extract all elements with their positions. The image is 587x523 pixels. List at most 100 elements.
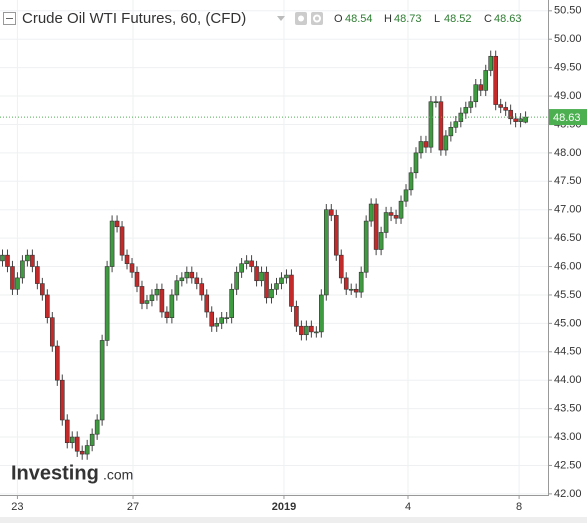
candle-body	[174, 280, 180, 296]
candle-body	[69, 436, 75, 444]
candle-body	[209, 311, 215, 327]
y-tick-label: 45.50	[554, 289, 582, 301]
candle-body	[214, 323, 220, 327]
y-tick-label: 49.00	[554, 90, 582, 102]
candle-body	[79, 450, 85, 455]
candle-body	[363, 220, 369, 273]
ohlc-value: 48.54	[345, 13, 373, 25]
ohlc-value: 48.63	[494, 13, 522, 25]
x-tick-label: 23	[11, 501, 23, 513]
candle-body	[274, 283, 279, 290]
candle-body	[234, 271, 239, 290]
ohlc-key: H	[384, 13, 392, 25]
candle-body	[438, 101, 444, 151]
y-tick-label: 42.50	[554, 459, 582, 471]
candle-body	[84, 445, 90, 455]
candle-body	[483, 70, 489, 91]
candle-body	[45, 294, 50, 318]
candle-body	[343, 277, 349, 290]
candle-body	[403, 189, 409, 202]
y-tick-label: 43.00	[554, 431, 582, 443]
candle-body	[428, 101, 434, 148]
ohlc-value: 48.52	[444, 13, 472, 25]
candle-body	[523, 116, 528, 123]
candle-body	[139, 286, 145, 304]
candle-body	[89, 433, 95, 446]
ohlc-key: L	[434, 13, 440, 25]
x-tick-label: 4	[405, 501, 411, 513]
y-tick-label: 43.50	[554, 403, 582, 415]
candle-body	[324, 209, 329, 296]
candle-body	[508, 109, 513, 120]
candle-body	[328, 209, 334, 216]
candle-body	[348, 288, 354, 291]
candle-body	[179, 277, 185, 282]
candle-body	[493, 55, 498, 105]
y-tick-label: 46.50	[554, 232, 582, 244]
candle-body	[503, 107, 508, 111]
candle-body	[99, 340, 105, 421]
candle-body	[368, 203, 374, 222]
candle-body	[259, 271, 264, 282]
candle-body	[413, 152, 419, 174]
watermark: Investing .com	[11, 462, 133, 484]
candle-body	[294, 306, 299, 327]
candle-body	[59, 379, 65, 421]
candle-body	[443, 135, 449, 151]
candle-body	[264, 271, 269, 299]
candle-body	[30, 254, 35, 267]
y-tick-label: 42.00	[554, 488, 582, 500]
candle-body	[453, 121, 459, 128]
candles	[0, 50, 528, 460]
chart-title: Crude Oil WTI Futures, 60, (CFD)	[22, 10, 246, 27]
candle-body	[20, 260, 25, 279]
settings-button[interactable]	[311, 12, 323, 25]
candle-body	[393, 215, 399, 219]
candle-body	[398, 200, 404, 219]
candle-body	[74, 436, 80, 452]
candle-body	[358, 271, 364, 293]
candle-body	[25, 254, 30, 262]
candle-body	[373, 203, 379, 250]
candle-body	[204, 294, 210, 313]
y-tick-label: 50.50	[554, 5, 582, 17]
candle-body	[498, 104, 503, 108]
candle-body	[249, 260, 254, 267]
header: Crude Oil WTI Futures, 60, (CFD) O 48.54 H…	[3, 10, 522, 27]
candle-body	[269, 288, 274, 299]
candle-body	[119, 226, 125, 256]
ohlc-key: C	[484, 13, 492, 25]
candle-body	[254, 266, 259, 282]
x-tick-label: 8	[516, 501, 522, 513]
candle-body	[194, 277, 200, 284]
x-tick-label: 2019	[272, 501, 296, 513]
candle-body	[114, 220, 120, 228]
candle-body	[488, 55, 494, 71]
candle-body	[169, 294, 175, 318]
candle-body	[333, 215, 339, 256]
ohlc-value: 48.73	[394, 13, 422, 25]
y-tick-label: 44.00	[554, 374, 582, 386]
last-price-box	[549, 109, 587, 126]
eye-icon	[298, 15, 304, 22]
last-price-label: 48.63	[553, 112, 581, 124]
candle-body	[423, 141, 429, 148]
candle-body	[279, 277, 284, 284]
y-tick-label: 50.00	[554, 33, 582, 45]
x-tick-label: 27	[127, 501, 139, 513]
y-tick-label: 45.00	[554, 317, 582, 329]
settings-icon	[313, 14, 321, 23]
candle-body	[109, 220, 115, 267]
candle-body	[314, 331, 319, 334]
candle-body	[189, 271, 195, 279]
candle-body	[284, 274, 289, 279]
candle-body	[159, 288, 165, 313]
candle-body	[289, 274, 294, 307]
candle-body	[473, 84, 479, 103]
candle-body	[94, 419, 100, 435]
candle-body	[184, 271, 190, 279]
candle-body	[149, 294, 155, 301]
dropdown-icon[interactable]	[277, 16, 285, 21]
